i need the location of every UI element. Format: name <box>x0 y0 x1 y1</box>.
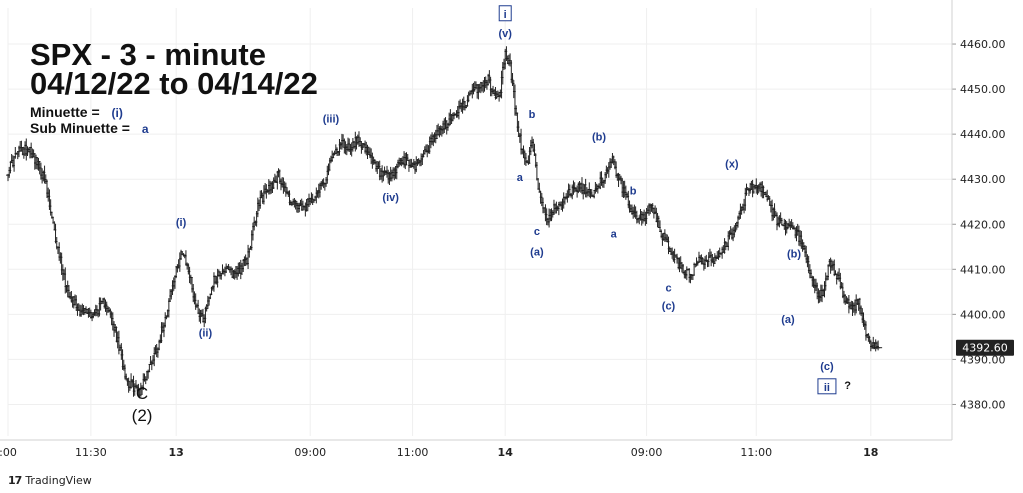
y-tick-label: 4460.00 <box>960 38 1006 51</box>
wave-label: (b) <box>592 131 606 143</box>
wave-label: b <box>630 185 637 197</box>
wave-label: (c) <box>662 300 676 312</box>
x-tick-label: :00 <box>0 446 17 459</box>
y-tick-label: 4450.00 <box>960 83 1006 96</box>
legend-subminuette: Sub Minuette = a <box>30 120 149 136</box>
wave-label: (a) <box>781 314 795 326</box>
wave-label: c <box>665 282 671 294</box>
legend-minuette-symbol: (i) <box>111 106 123 120</box>
wave-label: (b) <box>787 249 801 261</box>
wave-label: (iii) <box>323 113 340 125</box>
x-tick-label: 09:00 <box>631 446 663 459</box>
last-price-badge[interactable] <box>956 339 1014 356</box>
legend-minuette-label: Minuette = <box>30 104 100 120</box>
chart-title-line1: SPX - 3 - minute <box>30 37 266 72</box>
wave-label: (ii) <box>199 327 213 339</box>
legend-subminuette-symbol: a <box>141 122 149 136</box>
wave-label-box <box>498 5 512 22</box>
wave-label: (x) <box>725 158 739 170</box>
wave-label-major: (2) <box>132 406 153 425</box>
wave-label-box <box>817 378 837 395</box>
wave-label: a <box>611 228 618 240</box>
wave-label: (i) <box>176 217 187 229</box>
tradingview-brand: TradingView <box>25 474 92 487</box>
wave-label: c <box>534 226 540 238</box>
wave-label: (a) <box>530 246 544 258</box>
x-tick-label: 18 <box>863 446 878 459</box>
wave-label-major: C <box>136 384 148 403</box>
y-tick-label: 4430.00 <box>960 173 1006 186</box>
wave-label: b <box>529 109 536 121</box>
x-tick-label: 13 <box>169 446 184 459</box>
wave-label: a <box>517 172 524 184</box>
wave-label: ii <box>824 382 830 394</box>
wave-label: (c) <box>820 361 834 373</box>
y-tick-label: 4440.00 <box>960 128 1006 141</box>
wave-label: i <box>504 9 507 21</box>
x-tick-label: 14 <box>498 446 514 459</box>
tradingview-footer[interactable]: 17 TradingView <box>8 474 92 487</box>
y-tick-label: 4380.00 <box>960 398 1006 411</box>
y-tick-label: 4420.00 <box>960 218 1006 231</box>
ohlc-bars <box>6 46 881 399</box>
wave-label: (iv) <box>382 192 399 204</box>
x-tick-label: 11:00 <box>397 446 429 459</box>
tradingview-logo-icon: 17 <box>8 474 22 487</box>
chart-title-line2: 04/12/22 to 04/14/22 <box>30 66 318 101</box>
x-tick-label: 11:00 <box>740 446 772 459</box>
wave-label-question: ? <box>844 380 851 392</box>
legend-subminuette-label: Sub Minuette = <box>30 120 130 136</box>
last-price-label: 4392.60 <box>962 342 1008 355</box>
x-tick-label: 09:00 <box>294 446 326 459</box>
wave-label: (v) <box>498 28 512 40</box>
x-tick-label: 11:30 <box>75 446 107 459</box>
y-tick-label: 4400.00 <box>960 308 1006 321</box>
legend-minuette: Minuette = (i) <box>30 104 123 120</box>
y-tick-label: 4410.00 <box>960 263 1006 276</box>
y-tick-label: 4390.00 <box>960 353 1006 366</box>
